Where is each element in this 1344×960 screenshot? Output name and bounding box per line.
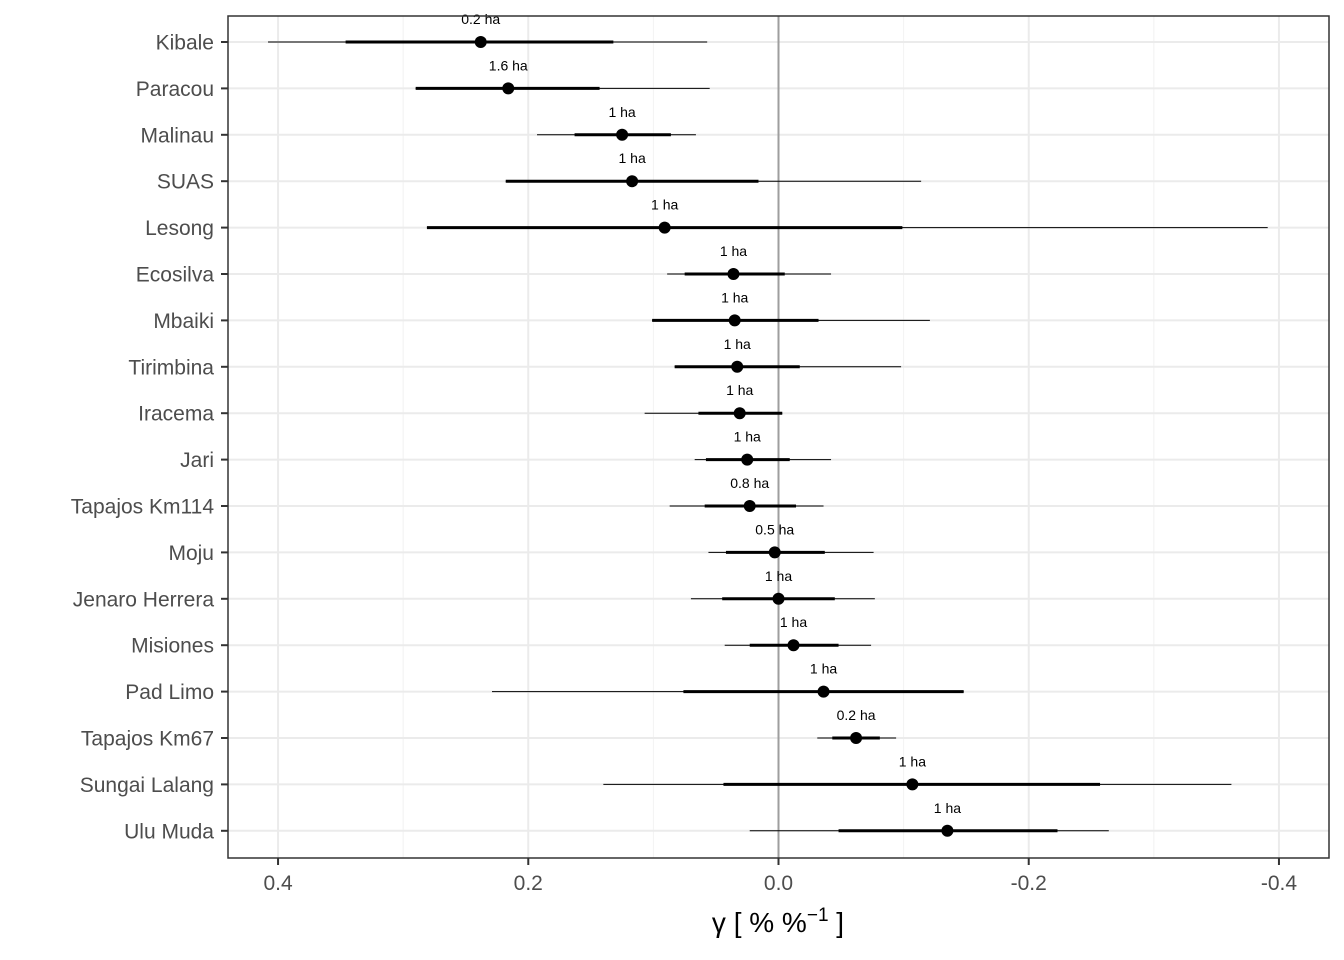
median-point bbox=[787, 639, 800, 652]
x-axis-title-superscript: −1 bbox=[807, 905, 829, 926]
median-point bbox=[906, 778, 919, 791]
median-point bbox=[502, 82, 515, 95]
plot-size-labels: 0.2 ha 1.6 ha 1 ha 1 ha 1 ha 1 ha 1 ha 1 ha 1 ha… bbox=[461, 11, 961, 816]
y-tick-label: Tapajos Km114 bbox=[71, 496, 215, 519]
median-points bbox=[474, 36, 954, 837]
y-tick-label: Malinau bbox=[140, 124, 214, 147]
y-tick-label: Jari bbox=[180, 449, 214, 472]
y-tick-label: Ulu Muda bbox=[124, 820, 214, 843]
plot-size-label: 1 ha bbox=[608, 104, 635, 120]
y-tick-label: Jenaro Herrera bbox=[73, 588, 215, 611]
x-axis: 0.4 0.2 0.0 -0.2 -0.4 bbox=[263, 858, 1297, 895]
median-point bbox=[474, 36, 487, 48]
y-tick-label: Tapajos Km67 bbox=[81, 728, 214, 751]
plot-size-label: 1 ha bbox=[934, 800, 961, 816]
median-point bbox=[741, 453, 754, 466]
y-tick-label: Tirimbina bbox=[128, 356, 214, 379]
y-tick-label: Mbaiki bbox=[153, 310, 214, 333]
plot-size-label: 1 ha bbox=[721, 289, 748, 305]
median-point bbox=[850, 732, 863, 744]
plot-size-label: 1 ha bbox=[765, 568, 792, 584]
median-point bbox=[727, 268, 740, 280]
median-point bbox=[768, 546, 781, 559]
plot-size-label: 1 ha bbox=[810, 661, 837, 677]
y-tick-label: Kibale bbox=[156, 32, 214, 55]
y-tick-label: Sungai Lalang bbox=[80, 774, 214, 797]
plot-size-label: 0.8 ha bbox=[730, 475, 769, 491]
x-axis-title-main: γ [ % % bbox=[712, 907, 807, 938]
x-axis-title: γ [ % %−1 ] bbox=[712, 905, 844, 938]
y-tick-label: Ecosilva bbox=[136, 264, 215, 287]
median-point bbox=[658, 221, 671, 234]
plot-size-label: 1.6 ha bbox=[489, 57, 528, 73]
plot-size-label: 0.5 ha bbox=[755, 521, 794, 537]
x-tick-label: 0.0 bbox=[764, 872, 793, 895]
x-tick-label: 0.2 bbox=[514, 872, 543, 895]
y-tick-label: Moju bbox=[168, 542, 214, 565]
plot-size-label: 1 ha bbox=[724, 336, 751, 352]
plot-size-label: 1 ha bbox=[726, 382, 753, 398]
plot-size-label: 1 ha bbox=[720, 243, 747, 259]
median-point bbox=[817, 685, 830, 698]
x-tick-label: -0.4 bbox=[1261, 872, 1298, 895]
plot-size-label: 1 ha bbox=[734, 429, 761, 445]
plot-size-label: 1 ha bbox=[780, 614, 807, 630]
median-point bbox=[616, 128, 629, 141]
y-tick-label: Lesong bbox=[145, 217, 214, 240]
y-tick-label: Iracema bbox=[138, 403, 214, 426]
median-point bbox=[941, 824, 954, 837]
median-point bbox=[743, 500, 756, 512]
median-point bbox=[772, 592, 785, 605]
plot-size-label: 1 ha bbox=[651, 197, 678, 213]
median-point bbox=[733, 407, 746, 420]
y-axis: Kibale Paracou Malinau SUAS Lesong Ecosilva Mb… bbox=[71, 32, 228, 843]
plot-size-label: 0.2 ha bbox=[461, 11, 500, 27]
plot-size-label: 1 ha bbox=[618, 150, 645, 166]
x-tick-label: 0.4 bbox=[263, 872, 293, 895]
plot-size-label: 0.2 ha bbox=[837, 707, 876, 723]
y-tick-label: Pad Limo bbox=[125, 681, 214, 704]
y-tick-label: Paracou bbox=[136, 78, 214, 101]
x-tick-label: -0.2 bbox=[1011, 872, 1047, 895]
median-point bbox=[731, 360, 744, 373]
median-point bbox=[626, 175, 639, 188]
plot-size-label: 1 ha bbox=[899, 753, 926, 769]
y-tick-label: SUAS bbox=[157, 171, 214, 194]
x-axis-title-end: ] bbox=[829, 907, 845, 938]
y-tick-label: Misiones bbox=[131, 635, 214, 658]
median-point bbox=[728, 314, 741, 327]
